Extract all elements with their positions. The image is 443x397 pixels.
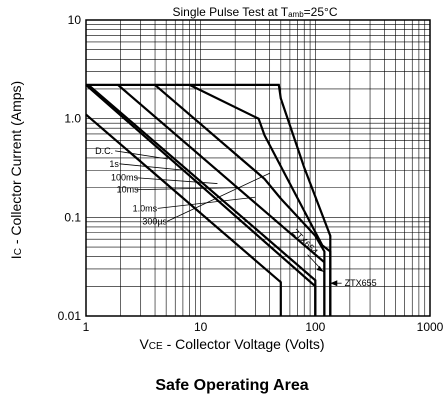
ztx655-arrowhead	[330, 280, 338, 287]
grid	[86, 20, 430, 316]
y-tick-label: 1.0	[64, 112, 81, 126]
x-tick-label: 1000	[417, 320, 443, 334]
ztx654-arrowhead	[316, 265, 324, 272]
leader-line	[135, 177, 218, 184]
annotation-1s: 1s	[109, 159, 119, 169]
series-curves	[85, 83, 332, 316]
series-line-100ms	[87, 84, 317, 316]
leader-line	[115, 150, 169, 160]
x-tick-label: 1	[83, 320, 90, 334]
annotation-100ms: 100ms	[111, 173, 139, 183]
annotation-ztx655: ZTX655	[345, 278, 377, 288]
series-line-limit	[86, 83, 332, 316]
series-line-1s	[85, 113, 282, 316]
series-line-1-0ms	[154, 84, 326, 316]
y-tick-label: 10	[68, 13, 82, 27]
chart-title: Single Pulse Test at Tamb=25°C	[172, 5, 337, 19]
leader-line	[119, 163, 185, 171]
tick-labels: 1 10 100 1000 0.01 0.1 1.0 10	[58, 13, 443, 334]
y-tick-label: 0.1	[64, 210, 81, 224]
annotation-d-c-: D.C.	[95, 146, 113, 156]
x-axis-label: VCE - Collector Voltage (Volts)	[139, 336, 324, 352]
chart-caption: Safe Operating Area	[155, 377, 308, 394]
annotation-300-s: 300µs	[142, 216, 167, 226]
annotation-leaders	[115, 150, 342, 287]
leader-line	[167, 172, 270, 222]
x-tick-label: 10	[194, 320, 208, 334]
y-axis-label: IC - Collector Current (Amps)	[8, 81, 24, 259]
y-tick-label: 0.01	[58, 309, 82, 323]
leader-line	[136, 187, 240, 191]
annotation-1-0ms: 1.0ms	[133, 203, 158, 213]
x-tick-label: 100	[305, 320, 325, 334]
annotation-10ms: 10ms	[117, 185, 140, 195]
plot-frame	[85, 19, 431, 317]
